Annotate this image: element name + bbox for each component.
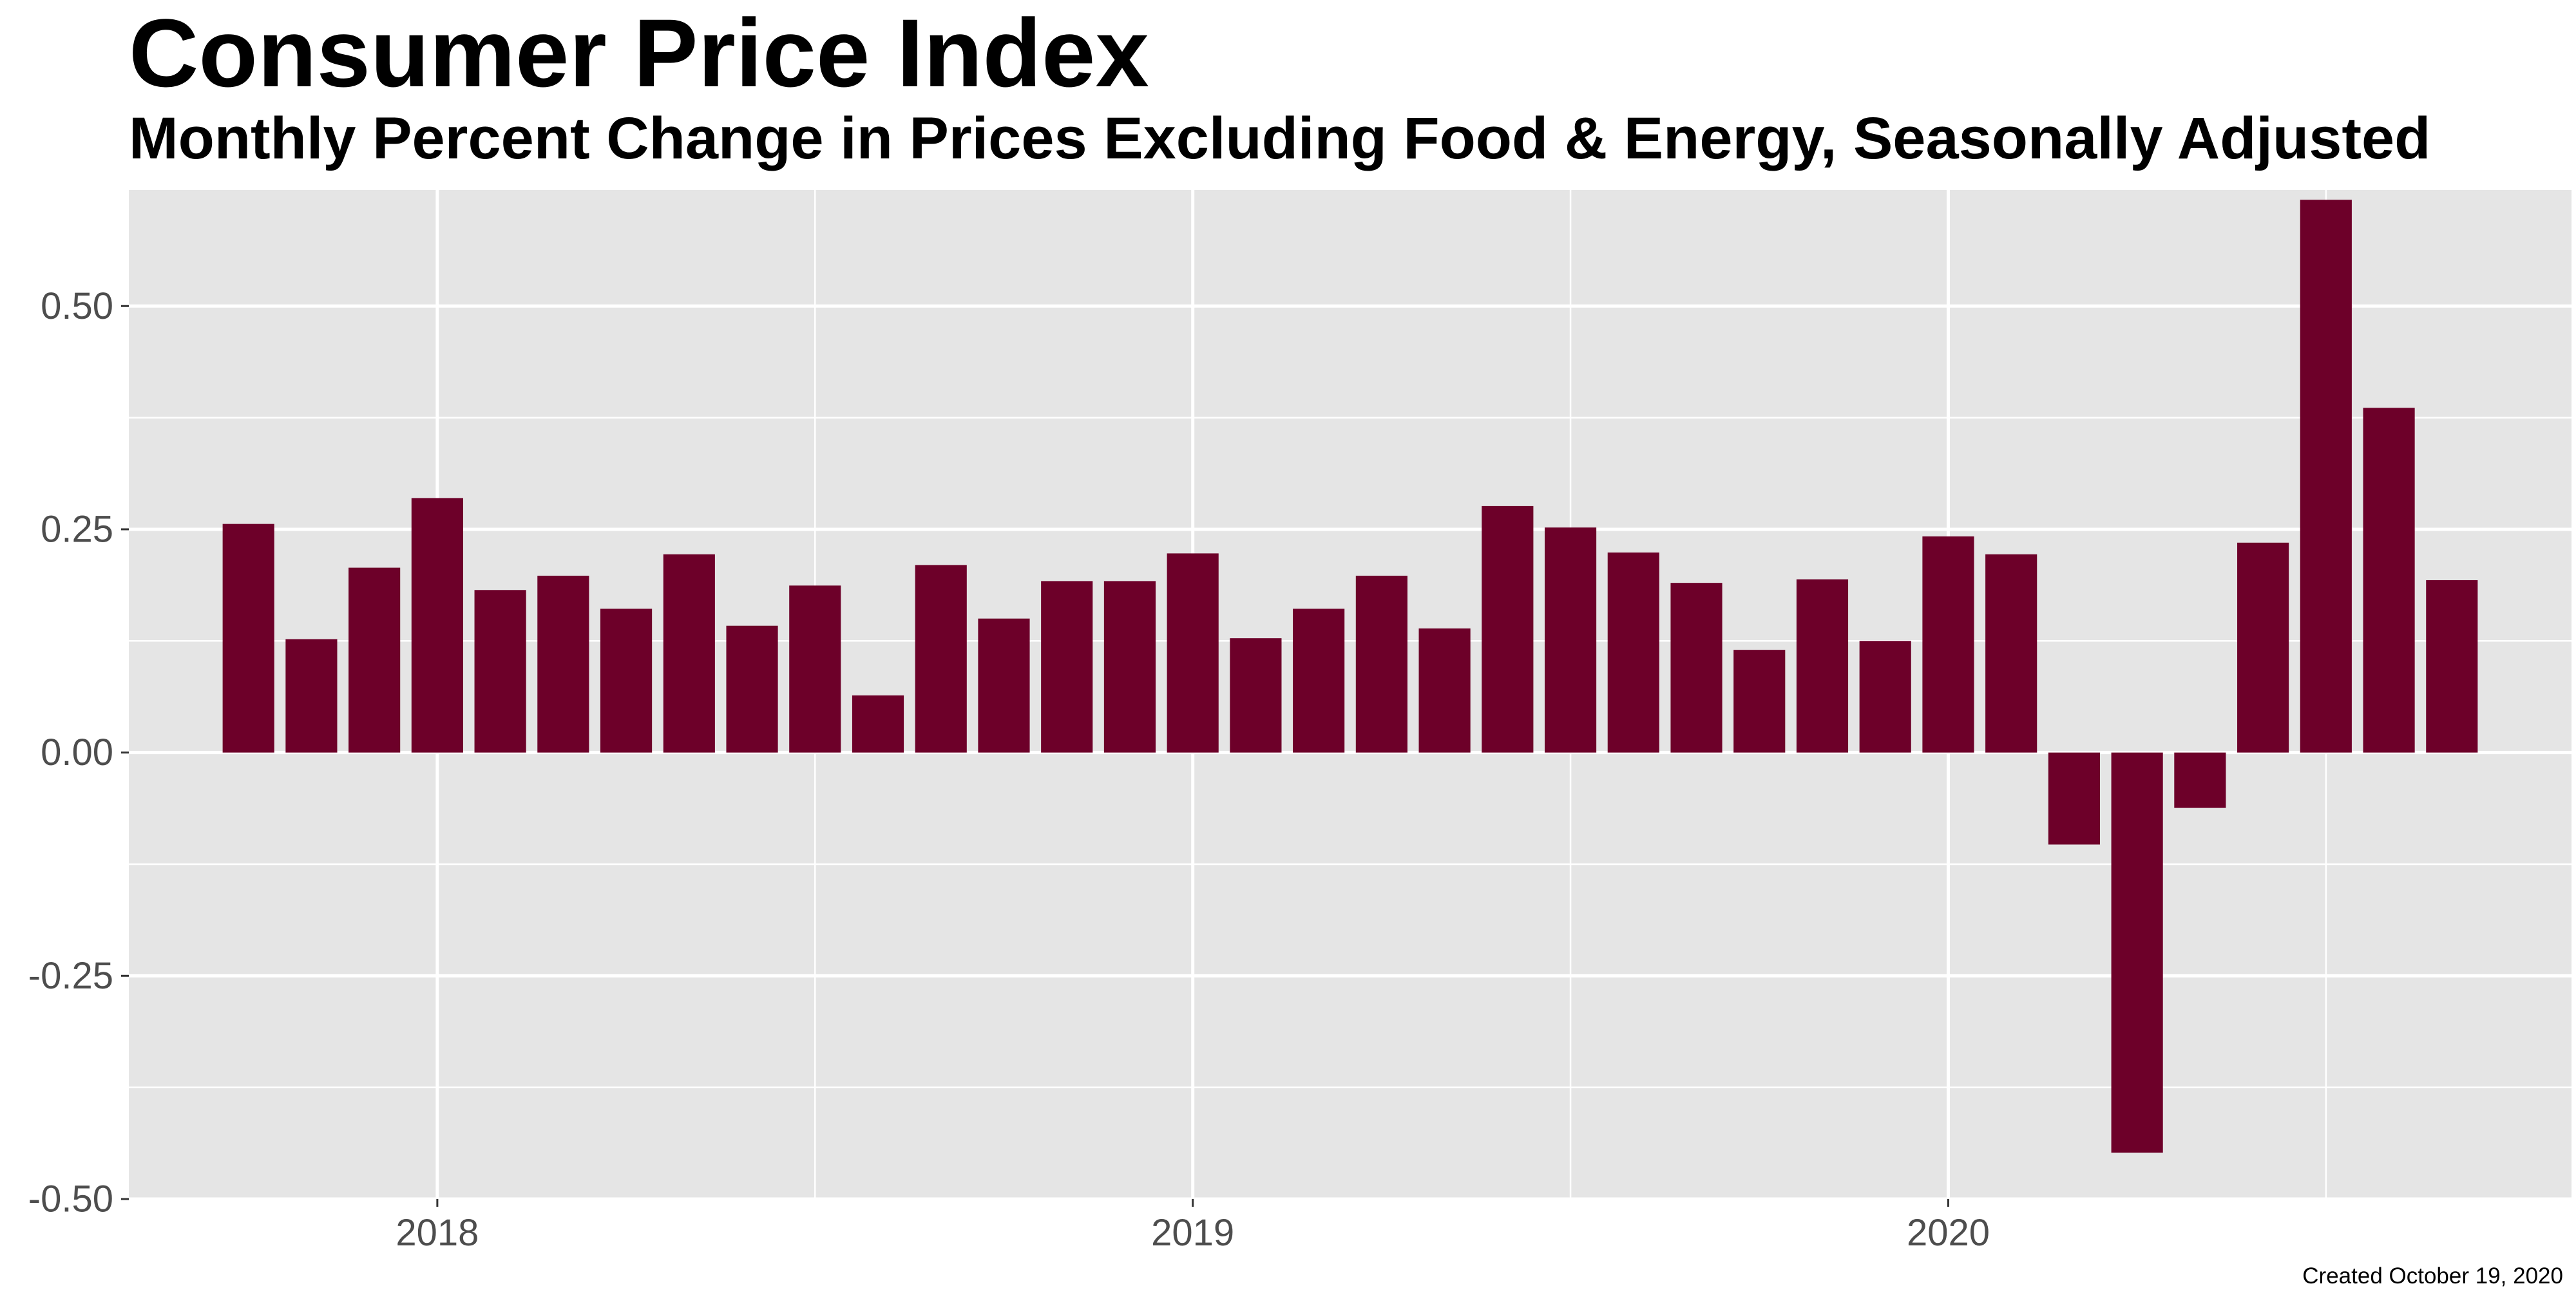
bar xyxy=(1482,506,1534,753)
bar xyxy=(1922,536,1974,753)
y-tick-label: -0.25 xyxy=(28,955,113,997)
bar xyxy=(1670,583,1722,753)
bar xyxy=(1796,579,1849,753)
bar xyxy=(1293,609,1345,753)
bar xyxy=(915,565,967,753)
bar xyxy=(789,585,841,753)
bar xyxy=(2111,752,2163,1153)
y-tick-label: 0.25 xyxy=(41,508,113,550)
caption: Created October 19, 2020 xyxy=(2302,1263,2563,1289)
y-tick-label: 0.50 xyxy=(41,285,113,327)
bars xyxy=(222,200,2478,1153)
y-axis: -0.50 -0.25 0.00 0.25 0.50 xyxy=(28,285,129,1220)
bar xyxy=(978,618,1030,753)
bar xyxy=(2426,580,2478,753)
x-axis: 2018 2019 2020 xyxy=(396,1199,1990,1254)
bar xyxy=(1355,576,1407,753)
bar xyxy=(348,567,401,753)
bar xyxy=(1041,581,1093,753)
page-subtitle: Monthly Percent Change in Prices Excludi… xyxy=(129,106,2431,171)
bar xyxy=(663,554,715,753)
bar xyxy=(1167,553,1219,753)
bar xyxy=(411,498,463,753)
bar xyxy=(222,524,274,753)
bar xyxy=(285,639,338,753)
y-tick-label: 0.00 xyxy=(41,732,113,773)
bar xyxy=(600,609,653,753)
bar xyxy=(1985,554,2037,753)
plot-panel xyxy=(129,190,2571,1199)
bar xyxy=(474,590,526,753)
bar xyxy=(1607,553,1659,753)
bar xyxy=(2363,408,2415,753)
bar xyxy=(2237,542,2289,753)
bar xyxy=(726,625,778,753)
x-tick-label: 2020 xyxy=(1907,1212,1990,1254)
bar xyxy=(2174,752,2226,808)
bar xyxy=(1733,650,1786,753)
y-tick-label: -0.50 xyxy=(28,1178,113,1220)
bar xyxy=(1103,581,1156,753)
bar xyxy=(2300,200,2352,753)
bar xyxy=(1418,628,1471,753)
bar xyxy=(1544,527,1597,753)
x-tick-label: 2018 xyxy=(396,1212,479,1254)
bar xyxy=(537,576,589,753)
bar xyxy=(1230,638,1282,753)
page-title: Consumer Price Index xyxy=(129,0,1149,107)
bar xyxy=(852,695,904,753)
bar xyxy=(1859,641,1911,753)
bar xyxy=(2048,752,2100,845)
x-tick-label: 2019 xyxy=(1151,1212,1234,1254)
